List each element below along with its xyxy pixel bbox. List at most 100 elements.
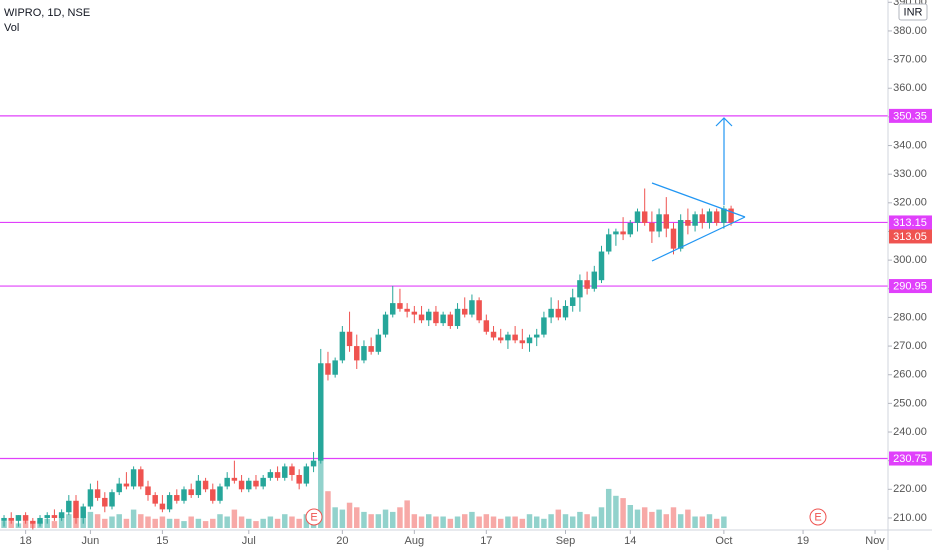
level-tag <box>889 451 932 466</box>
y-tick-label: 270.00 <box>893 340 927 352</box>
candle-body <box>555 308 562 318</box>
volume-bar <box>174 518 180 528</box>
candle-body <box>512 334 518 341</box>
volume-bar <box>548 514 554 528</box>
axes: 210.00220.00230.00240.00250.00260.00270.… <box>20 0 927 547</box>
volume-bar <box>253 521 259 528</box>
candle-body <box>526 337 533 344</box>
candle-body <box>728 208 734 223</box>
volume-bar <box>224 516 230 528</box>
volume-bar <box>598 507 605 528</box>
volume-bar <box>447 518 454 528</box>
candle-body <box>577 280 583 298</box>
volume-bar <box>620 498 626 528</box>
volume-bar <box>116 514 122 528</box>
candle-body <box>195 480 202 496</box>
candle-body <box>181 489 187 501</box>
candle-body <box>469 300 475 315</box>
volume-bar <box>721 516 727 528</box>
candle-body <box>656 214 662 232</box>
volume-bar <box>505 516 511 528</box>
volume-bar <box>519 518 526 528</box>
candle-body <box>51 515 58 518</box>
candle-body <box>1 517 7 521</box>
candle-body <box>152 495 158 504</box>
volume-bar <box>368 514 374 528</box>
earnings-marker[interactable] <box>809 508 827 526</box>
candle-body <box>713 211 720 223</box>
triangle-lower <box>651 216 746 262</box>
volume-bar <box>541 518 547 528</box>
candle-body <box>649 222 655 232</box>
volume-bar <box>375 514 382 528</box>
chart-title: WIPRO, 1D, NSE <box>4 7 90 19</box>
candle-body <box>260 477 266 487</box>
volume-bar <box>289 516 295 528</box>
currency-box <box>898 3 928 21</box>
volume-bar <box>634 509 641 528</box>
candle-body <box>548 308 554 318</box>
candle-body <box>339 331 346 361</box>
volume-bar <box>58 516 65 528</box>
volume-bar <box>577 511 583 528</box>
candle-body <box>476 300 482 321</box>
volume-bar <box>454 516 461 528</box>
candle-body <box>497 337 504 341</box>
candle-body <box>145 486 151 496</box>
volume-bar <box>627 505 634 528</box>
volume-bar <box>656 509 662 528</box>
volume-bar <box>397 507 403 528</box>
volume-bar <box>145 516 151 528</box>
earnings-marker[interactable] <box>305 508 323 526</box>
volume-bar <box>102 518 108 528</box>
candle-body <box>361 346 367 361</box>
y-tick-label: 320.00 <box>893 197 927 209</box>
candle-body <box>267 472 274 478</box>
last-price-label: 313.05 <box>893 231 927 243</box>
y-tick-label: 260.00 <box>893 369 927 381</box>
volume-bar <box>613 495 619 528</box>
x-tick-label: 18 <box>20 535 32 547</box>
volume-bar <box>332 507 338 528</box>
volume-bar <box>66 514 72 528</box>
volume-bar <box>591 516 598 528</box>
volume-bar <box>109 516 115 528</box>
volume-bar <box>526 514 533 528</box>
candle-body <box>37 517 43 524</box>
candle-body <box>685 220 691 226</box>
candle-body <box>706 211 713 223</box>
volume-bar <box>8 521 14 528</box>
candle-body <box>296 474 302 484</box>
candle-body <box>224 477 230 487</box>
candle-body <box>440 314 446 324</box>
volume-bar <box>346 502 353 528</box>
volume-bar <box>663 514 670 528</box>
candle-body <box>663 214 670 229</box>
earnings-label[interactable]: E <box>814 511 821 523</box>
candle-body <box>58 512 65 518</box>
y-tick-label: 300.00 <box>893 254 927 266</box>
candle-body <box>584 280 590 289</box>
volume-bar <box>692 516 698 528</box>
candle-body <box>627 222 634 235</box>
candle-body <box>634 211 641 223</box>
level-tag <box>889 215 932 230</box>
volume-bar <box>238 516 245 528</box>
volume-bar <box>497 518 504 528</box>
volume-bar <box>569 516 576 528</box>
volume-bar <box>246 518 252 528</box>
candle-body <box>605 234 612 252</box>
candle-body <box>138 469 144 487</box>
x-tick-label: Oct <box>715 535 732 547</box>
candle-body <box>159 503 166 510</box>
volume-bar <box>713 518 720 528</box>
volume-bar <box>152 518 158 528</box>
candle-body <box>202 480 209 490</box>
candle-body <box>454 308 461 327</box>
candle-body <box>490 331 497 338</box>
earnings-label[interactable]: E <box>310 511 317 523</box>
candle-body <box>73 500 79 518</box>
